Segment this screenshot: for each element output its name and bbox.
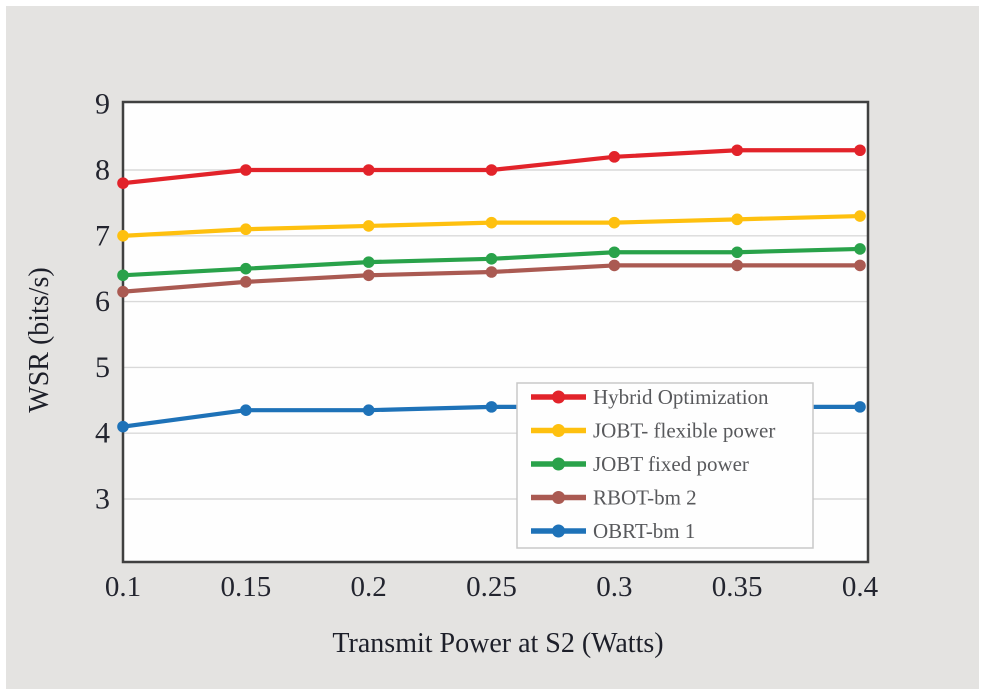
series-marker (240, 276, 252, 288)
x-tick-label: 0.35 (712, 571, 763, 603)
series-marker (362, 256, 375, 268)
y-axis-title: WSR (bits/s) (24, 267, 55, 412)
legend-item-label: OBRT-bm 1 (593, 519, 695, 543)
series-marker (240, 262, 252, 275)
y-tick-label: 4 (95, 417, 110, 450)
legend-item-label: RBOT-bm 2 (593, 486, 697, 510)
series-marker (608, 216, 621, 229)
x-axis-title: Transmit Power at S2 (Watts) (332, 628, 663, 659)
series-marker (731, 213, 743, 226)
legend-item-label: Hybrid Optimization (593, 385, 769, 409)
x-tick-label: 0.15 (220, 571, 271, 603)
series-marker (240, 164, 252, 176)
series-marker (117, 177, 129, 189)
series-marker (854, 210, 866, 222)
series-marker (485, 266, 498, 278)
x-tick-label: 0.1 (105, 571, 141, 603)
series-marker (240, 404, 252, 416)
series-marker (117, 420, 129, 433)
series-marker (731, 259, 743, 272)
series-marker (362, 404, 375, 416)
y-tick-label: 9 (95, 88, 110, 121)
series-marker (608, 246, 621, 259)
x-tick-label: 0.3 (596, 571, 632, 603)
x-tick-label: 0.2 (351, 571, 387, 603)
series-marker (854, 259, 866, 272)
y-tick-label: 7 (95, 219, 110, 252)
series-marker (854, 243, 866, 255)
x-tick-label: 0.4 (842, 571, 879, 603)
y-tick-label: 3 (95, 483, 110, 516)
series-marker (854, 144, 866, 157)
legend-marker-dot (552, 457, 565, 471)
series-marker (731, 246, 743, 259)
series-marker (117, 285, 129, 298)
legend: Hybrid Optimization JOBT- flexible power J… (516, 382, 814, 549)
legend-marker-dot (552, 390, 565, 404)
series-marker (731, 144, 743, 157)
legend-marker-dot (552, 524, 565, 538)
series-marker (362, 164, 375, 176)
series-marker (485, 253, 498, 265)
legend-marker-dot (552, 491, 565, 504)
series-marker (485, 401, 498, 413)
legend-item-label: JOBT- flexible power (593, 419, 775, 443)
y-tick-label: 8 (95, 154, 110, 187)
series-marker (608, 151, 621, 163)
x-tick-label: 0.25 (466, 571, 517, 603)
series-marker (362, 269, 375, 282)
legend-marker-dot (552, 424, 565, 437)
legend-item-label: JOBT fixed power (593, 452, 749, 476)
series-marker (362, 220, 375, 232)
series-marker (117, 269, 129, 282)
series-marker (240, 223, 252, 236)
series-marker (117, 230, 129, 242)
y-tick-label: 6 (95, 285, 110, 318)
series-marker (854, 401, 866, 413)
series-marker (485, 216, 498, 229)
plot-border (121, 100, 870, 564)
series-marker (485, 164, 498, 176)
y-tick-label: 5 (95, 351, 110, 384)
series-marker (608, 259, 621, 272)
